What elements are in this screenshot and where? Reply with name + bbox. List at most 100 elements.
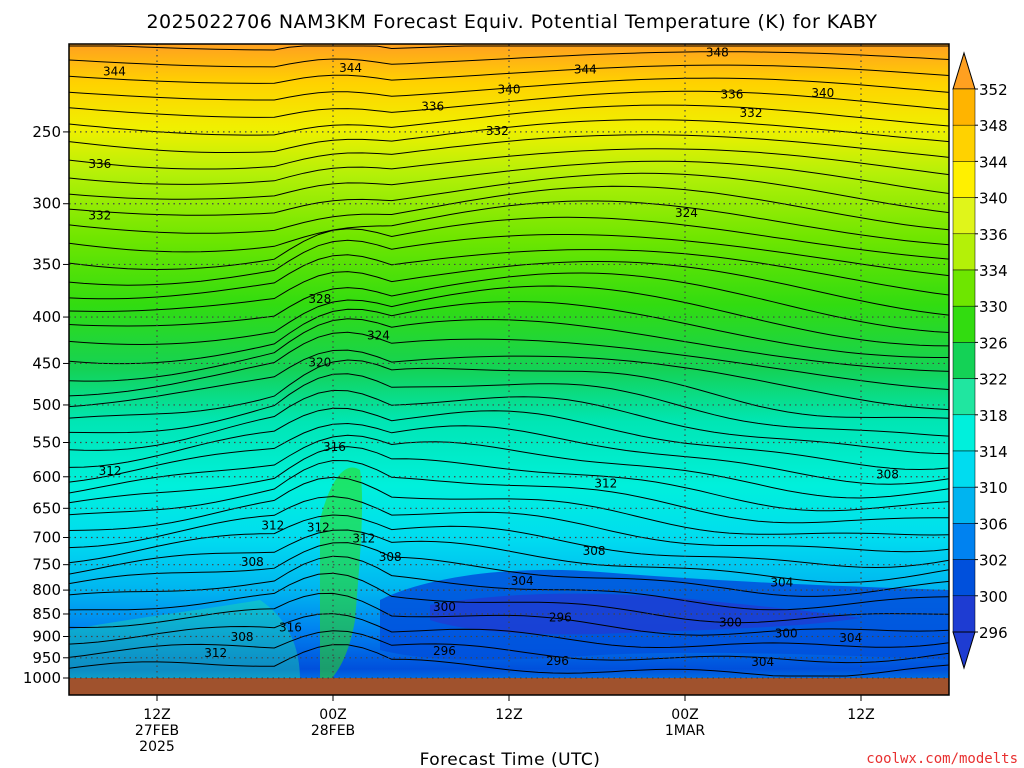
west-warm-pocket	[69, 600, 300, 680]
contour-label-text: 336	[421, 100, 444, 114]
contour-label: 336	[88, 157, 111, 171]
contour-label: 296	[549, 611, 572, 625]
chart-title: 2025022706 NAM3KM Forecast Equiv. Potent…	[146, 11, 877, 33]
contour-line	[69, 200, 949, 253]
colorbar-label: 322	[979, 371, 1008, 389]
contour-line	[69, 172, 949, 216]
contour-label-text: 324	[367, 328, 390, 342]
x-tick-label: 28FEB	[311, 723, 355, 739]
contour-label: 308	[379, 550, 402, 564]
contour-line	[69, 148, 949, 185]
contour-label: 348	[706, 46, 729, 60]
contour-label-text: 300	[719, 616, 742, 630]
contour-label: 340	[811, 86, 834, 100]
contour-label-text: 328	[308, 292, 331, 306]
contour-label-text: 312	[99, 464, 122, 478]
contour-line	[69, 185, 949, 234]
colorbar-label: 340	[979, 190, 1008, 208]
colorbar-extend-top	[952, 51, 976, 90]
contour-label: 316	[279, 621, 302, 635]
y-tick-label: 900	[32, 627, 61, 645]
contour-label-text: 296	[549, 611, 572, 625]
contour-label-text: 304	[839, 631, 862, 645]
contour-label: 312	[99, 464, 122, 478]
colorbar-label: 352	[979, 81, 1008, 99]
x-tick-label: 27FEB	[135, 723, 179, 739]
colorbar-segment	[952, 378, 976, 416]
contour-label-text: 296	[546, 654, 569, 668]
contour-label: 332	[486, 124, 509, 138]
contour-label-text: 308	[379, 550, 402, 564]
contour-line	[69, 373, 949, 437]
contour-line	[69, 216, 949, 271]
contour-label: 320	[308, 355, 331, 369]
contour-label: 340	[498, 82, 521, 96]
contour-label: 312	[594, 477, 617, 491]
y-tick-label: 400	[32, 308, 61, 326]
colorbar-segment	[952, 559, 976, 597]
colorbar: 352 348 344 340 336 334 330 326 322 318 314 310 306 3…	[952, 51, 1008, 670]
colorbar-label: 336	[979, 226, 1008, 244]
colorbar-label: 306	[979, 515, 1008, 533]
colorbar-segment	[952, 342, 976, 379]
contour-label-text: 320	[308, 355, 331, 369]
x-tick-label: 12Z	[847, 707, 874, 723]
contour-line	[69, 514, 949, 569]
contour-label-text: 304	[751, 655, 774, 669]
contour-label: 324	[367, 328, 390, 342]
x-axis-title: Forecast Time (UTC)	[420, 750, 601, 768]
x-tick-label: 00Z	[671, 707, 698, 723]
y-tick-label: 800	[32, 581, 61, 599]
contour-label: 332	[88, 209, 111, 223]
colorbar-segment	[952, 486, 976, 524]
plot-area: 348 344 344 344 340 340 336 336 332 332 336 332 324 3…	[69, 44, 949, 695]
contour-line	[69, 301, 949, 365]
contour-label: 344	[103, 64, 126, 78]
contour-label-text: 308	[876, 467, 899, 481]
contour-label: 332	[740, 106, 763, 120]
contour-line	[69, 234, 949, 286]
y-tick-label: 700	[32, 528, 61, 546]
contour-label-text: 336	[88, 157, 111, 171]
contour-line	[69, 434, 949, 499]
x-tick-label: 2025	[139, 739, 175, 755]
contour-line	[69, 359, 949, 419]
contour-line	[69, 476, 949, 536]
colorbar-segment	[952, 414, 976, 452]
colorbar-segment	[952, 450, 976, 488]
x-tick-label: 00Z	[319, 707, 346, 723]
contour-label-text: 308	[241, 555, 264, 569]
contour-label: 312	[307, 520, 330, 534]
contour-label: 336	[421, 100, 444, 114]
contour-label: 324	[675, 206, 698, 220]
contour-label-text: 312	[352, 532, 375, 546]
contour-line	[69, 64, 949, 84]
y-tick-label: 600	[32, 468, 61, 486]
colorbar-extend-bottom	[952, 631, 976, 670]
warm-plume	[320, 467, 363, 680]
contour-line	[69, 134, 949, 170]
colorbar-label: 310	[979, 479, 1008, 497]
contour-label-text: 332	[88, 209, 111, 223]
colorbar-segment	[952, 124, 976, 162]
x-tick-label: 12Z	[495, 707, 522, 723]
contour-label: 312	[352, 532, 375, 546]
contour-label-text: 344	[574, 63, 597, 77]
cold-core	[430, 593, 860, 635]
colorbar-segment	[952, 305, 976, 343]
contour-label-text: 312	[594, 477, 617, 491]
contour-label-text: 312	[261, 519, 284, 533]
colorbar-label: 344	[979, 153, 1008, 171]
y-tick-label: 500	[32, 396, 61, 414]
contour-line	[69, 542, 949, 597]
colorbar-segment	[952, 233, 976, 271]
contour-line	[69, 349, 949, 411]
contour-label-text: 312	[307, 520, 330, 534]
colorbar-label: 296	[979, 624, 1008, 642]
contour-label-text: 336	[720, 88, 743, 102]
colorbar-segment	[952, 197, 976, 235]
credit-text: coolwx.com/modelts	[866, 751, 1018, 767]
colorbar-label: 334	[979, 262, 1008, 280]
